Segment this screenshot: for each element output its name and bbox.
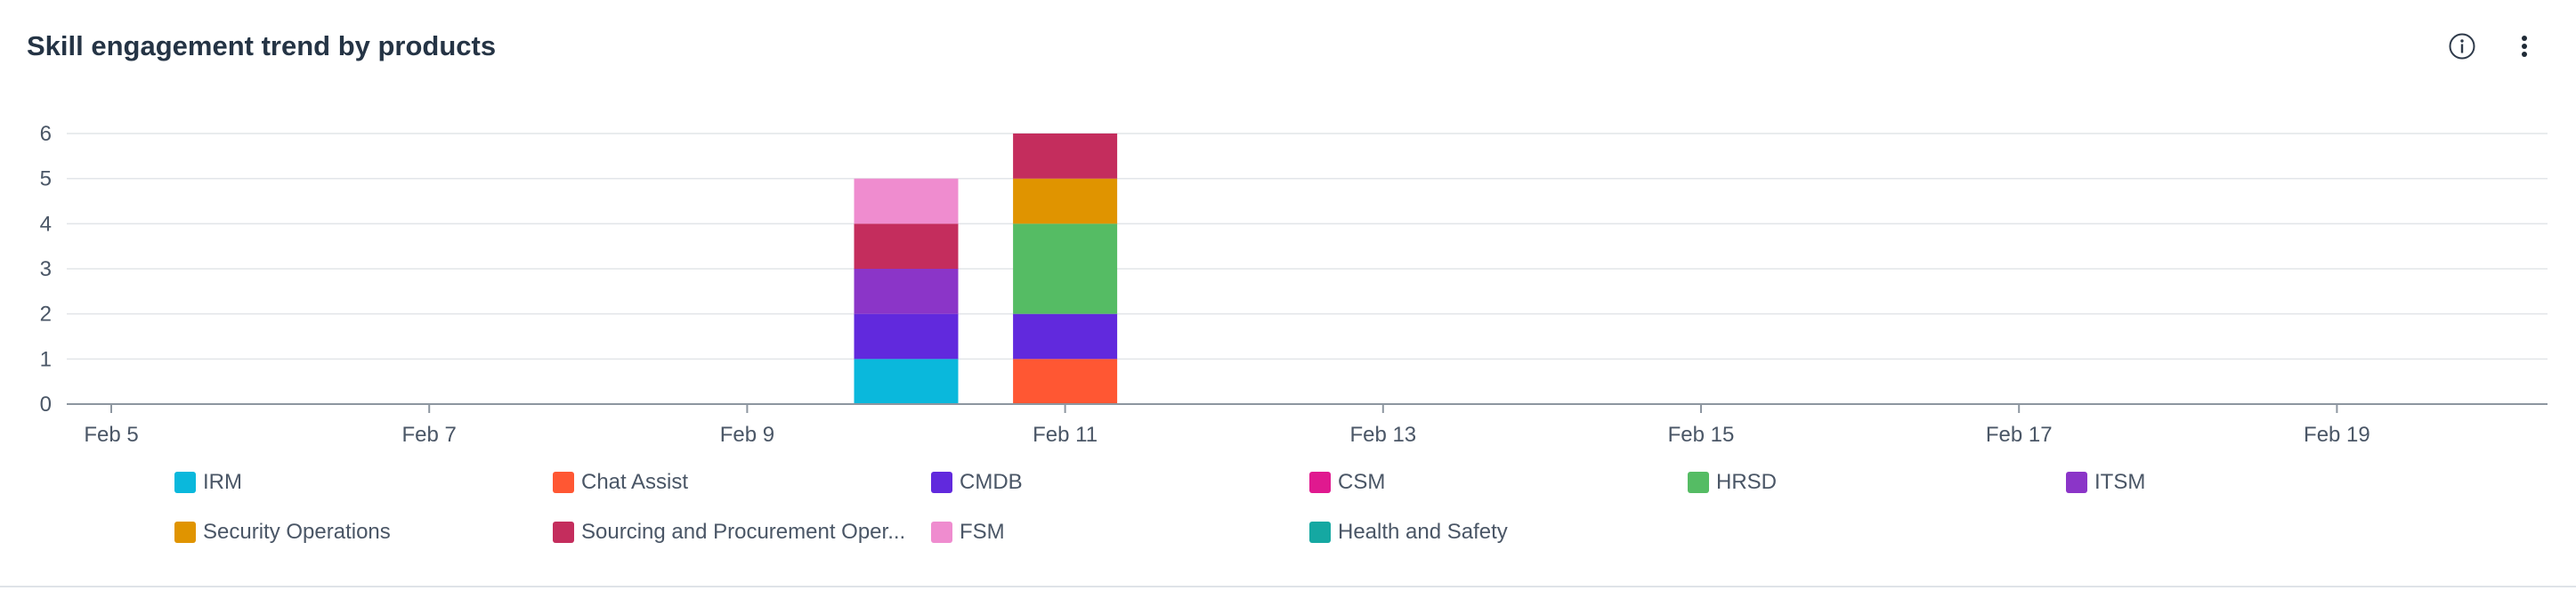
legend-item[interactable]: Health and Safety: [1309, 520, 1688, 545]
y-tick-label: 2: [40, 303, 52, 327]
legend-item[interactable]: ITSM: [2066, 470, 2444, 495]
legend-swatch: [1309, 522, 1331, 543]
bar-segment[interactable]: [1013, 313, 1118, 360]
legend-item[interactable]: Chat Assist: [553, 470, 931, 495]
card-toolbar: [2446, 30, 2540, 62]
legend-swatch: [931, 522, 952, 543]
legend-item[interactable]: CSM: [1309, 470, 1688, 495]
legend-item[interactable]: HRSD: [1688, 470, 2066, 495]
legend-label: IRM: [203, 470, 242, 494]
legend-label: Health and Safety: [1338, 520, 1508, 544]
stacked-bar-chart: 0 1 2 3 4 5 6 Feb 5 Feb 7 Feb 9 Feb 11 Feb 13 Feb 15…: [40, 122, 2548, 447]
x-tick-label: Feb 7: [402, 423, 457, 447]
legend-swatch: [1309, 472, 1331, 493]
x-tick-label: Feb 17: [1986, 423, 2053, 447]
y-tick-label: 6: [40, 122, 52, 146]
legend-label: FSM: [960, 520, 1005, 544]
bar-segment[interactable]: [1013, 178, 1118, 224]
y-tick-label: 4: [40, 212, 52, 236]
legend-swatch: [2066, 472, 2087, 493]
legend-label: ITSM: [2094, 470, 2146, 494]
legend-label: HRSD: [1716, 470, 1778, 494]
bar-segment[interactable]: [854, 313, 959, 360]
bar-segment[interactable]: [1013, 134, 1118, 179]
legend-item[interactable]: Security Operations: [174, 520, 553, 545]
legend-item[interactable]: Sourcing and Procurement Oper...: [553, 520, 931, 545]
bar-segment[interactable]: [854, 269, 959, 314]
legend-swatch: [1688, 472, 1709, 493]
bar-segment[interactable]: [1013, 223, 1118, 314]
chart-title: Skill engagement trend by products: [27, 30, 497, 61]
x-tick-label: Feb 11: [1033, 423, 1098, 447]
bar-segment[interactable]: [854, 359, 959, 404]
x-tick-label: Feb 9: [720, 423, 774, 447]
legend-item[interactable]: IRM: [174, 470, 553, 495]
x-tick-label: Feb 19: [2304, 423, 2370, 447]
bar-segment[interactable]: [854, 223, 959, 269]
legend-item[interactable]: FSM: [931, 520, 1309, 545]
bar-segment[interactable]: [854, 178, 959, 224]
info-icon[interactable]: [2446, 30, 2478, 62]
legend-swatch: [553, 522, 574, 543]
legend-swatch: [174, 472, 196, 493]
legend-label: Chat Assist: [581, 470, 689, 494]
y-tick-label: 0: [40, 393, 52, 417]
x-tick-label: Feb 5: [84, 423, 138, 447]
legend-swatch: [931, 472, 952, 493]
legend-label: CSM: [1338, 470, 1386, 494]
y-tick-label: 5: [40, 167, 52, 191]
chart-area: 0 1 2 3 4 5 6 Feb 5 Feb 7 Feb 9 Feb 11 Feb 13 Feb 15…: [0, 98, 2576, 458]
chart-legend: IRM Chat Assist CMDB CSM HRSD ITSM Security Op…: [174, 470, 2444, 545]
legend-swatch: [553, 472, 574, 493]
legend-item[interactable]: CMDB: [931, 470, 1309, 495]
legend-label: Sourcing and Procurement Oper...: [581, 520, 906, 544]
legend-label: CMDB: [960, 470, 1023, 494]
legend-swatch: [174, 522, 196, 543]
x-tick-label: Feb 15: [1668, 423, 1735, 447]
bar-segment[interactable]: [1013, 359, 1118, 404]
more-vertical-icon[interactable]: [2508, 30, 2540, 62]
x-tick-label: Feb 13: [1349, 423, 1416, 447]
legend-label: Security Operations: [203, 520, 391, 544]
y-tick-label: 1: [40, 347, 52, 371]
y-tick-label: 3: [40, 257, 52, 281]
